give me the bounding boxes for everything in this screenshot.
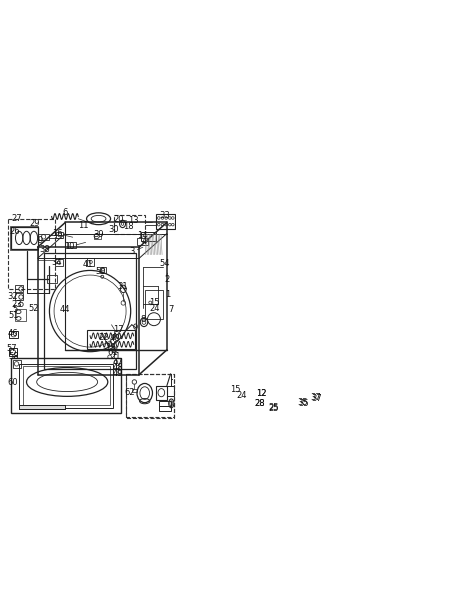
Bar [23, 367, 109, 405]
Text: 23: 23 [12, 300, 22, 309]
Text: 52: 52 [28, 303, 38, 313]
Bar [159, 406, 171, 411]
Text: 8: 8 [141, 316, 146, 324]
Text: 11: 11 [79, 221, 89, 230]
Text: 6: 6 [63, 208, 68, 217]
Text: 32: 32 [8, 292, 18, 301]
Text: 28: 28 [255, 399, 265, 408]
Text: 57: 57 [7, 344, 17, 353]
Text: 21: 21 [110, 352, 120, 362]
Text: 47: 47 [113, 357, 123, 367]
Bar [159, 401, 171, 406]
Text: 20: 20 [114, 215, 124, 224]
Text: 48: 48 [113, 363, 123, 373]
Text: 13: 13 [128, 216, 139, 225]
Text: 12: 12 [256, 389, 267, 398]
Text: 35: 35 [298, 398, 308, 407]
Text: 7: 7 [169, 305, 174, 314]
Text: 16: 16 [52, 229, 63, 238]
Text: 60: 60 [7, 378, 18, 387]
Text: 9: 9 [38, 236, 43, 244]
Text: 31: 31 [117, 282, 128, 291]
Text: 39: 39 [93, 230, 104, 239]
Text: 18: 18 [123, 222, 133, 231]
Text: 24: 24 [149, 305, 160, 313]
Text: 49: 49 [113, 368, 123, 378]
Bar [37, 233, 49, 240]
Bar [156, 214, 175, 230]
Bar [15, 309, 26, 321]
Text: 5: 5 [12, 305, 18, 314]
Bar [156, 386, 167, 400]
Text: 10: 10 [64, 241, 74, 251]
Text: 50: 50 [95, 268, 106, 276]
Text: 58: 58 [8, 352, 18, 362]
Text: 15: 15 [149, 298, 160, 307]
Text: 27: 27 [11, 214, 21, 223]
Text: 25: 25 [268, 403, 279, 413]
Bar [10, 226, 38, 250]
Bar [19, 363, 113, 408]
Bar [88, 258, 94, 266]
Text: 22: 22 [99, 333, 109, 342]
Text: 12: 12 [256, 389, 267, 398]
Text: 28: 28 [255, 399, 265, 408]
Text: 37: 37 [310, 394, 321, 402]
Text: 54: 54 [159, 258, 170, 268]
Text: 35: 35 [298, 399, 309, 408]
Text: 2: 2 [164, 275, 170, 284]
Text: 19: 19 [105, 343, 115, 352]
Bar [132, 389, 137, 392]
Bar [88, 330, 136, 349]
Text: 38: 38 [39, 244, 50, 254]
Bar [114, 215, 145, 235]
Text: 26: 26 [9, 227, 20, 236]
Text: 34: 34 [52, 258, 62, 267]
Bar [47, 275, 57, 283]
Bar [68, 243, 76, 248]
Bar [12, 360, 21, 368]
Bar [11, 227, 37, 249]
Bar [11, 358, 121, 413]
Bar [15, 293, 23, 300]
Text: 24: 24 [236, 391, 247, 400]
Text: 1: 1 [165, 290, 170, 298]
Text: 51: 51 [8, 311, 18, 320]
Bar [126, 374, 173, 418]
Bar [145, 290, 163, 319]
Bar [167, 386, 174, 396]
Text: 61: 61 [108, 348, 118, 357]
Bar [9, 331, 18, 338]
Bar [15, 286, 23, 292]
Bar [55, 259, 64, 266]
Bar [126, 374, 173, 418]
Text: 41: 41 [82, 260, 93, 269]
Text: 40: 40 [109, 334, 120, 343]
Text: 62: 62 [124, 388, 135, 397]
Bar [94, 233, 101, 239]
Bar [8, 219, 55, 289]
Text: 33: 33 [159, 211, 170, 220]
Text: 25: 25 [268, 404, 279, 413]
Text: 4: 4 [142, 237, 147, 246]
Bar [100, 266, 106, 273]
Text: 44: 44 [60, 305, 71, 314]
Text: 29: 29 [29, 219, 40, 228]
Bar [19, 405, 65, 408]
Bar [141, 233, 156, 241]
Text: 14: 14 [137, 231, 148, 240]
Bar [56, 233, 64, 238]
Bar [44, 254, 136, 368]
Text: 15: 15 [230, 385, 241, 394]
Bar [137, 238, 148, 244]
Text: 46: 46 [8, 328, 18, 338]
Text: 30: 30 [108, 225, 118, 235]
Bar [9, 348, 17, 356]
Text: 37: 37 [311, 394, 322, 403]
Text: 3: 3 [129, 247, 135, 257]
Text: 17: 17 [113, 325, 123, 334]
